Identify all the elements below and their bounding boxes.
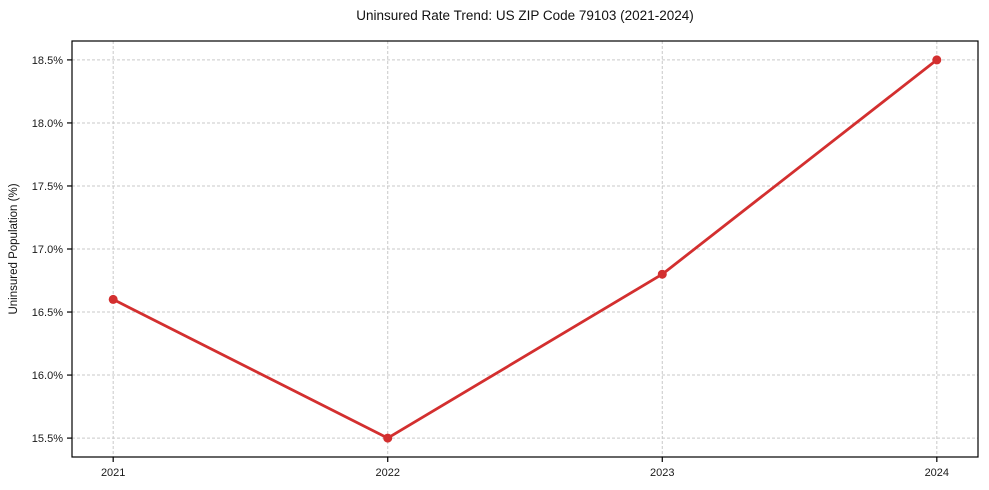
y-tick-label: 16.0% — [32, 370, 63, 382]
data-point-marker — [932, 55, 942, 65]
chart-title: Uninsured Rate Trend: US ZIP Code 79103 … — [356, 8, 694, 23]
y-axis-title: Uninsured Population (%) — [8, 183, 20, 315]
y-tick-label: 17.5% — [32, 181, 63, 193]
x-tick-label: 2021 — [101, 467, 125, 479]
x-tick-label: 2024 — [925, 467, 949, 479]
y-tick-label: 16.5% — [32, 307, 63, 319]
x-tick-label: 2022 — [375, 467, 399, 479]
y-tick-label: 17.0% — [32, 244, 63, 256]
trend-line — [111, 58, 939, 440]
x-tick-label: 2023 — [650, 467, 674, 479]
y-tick-label: 18.0% — [32, 118, 63, 130]
data-point-marker — [108, 294, 118, 304]
y-tick-label: 15.5% — [32, 433, 63, 445]
data-point-marker — [657, 269, 667, 279]
data-point-marker — [383, 433, 393, 443]
y-tick-label: 18.5% — [32, 55, 63, 67]
